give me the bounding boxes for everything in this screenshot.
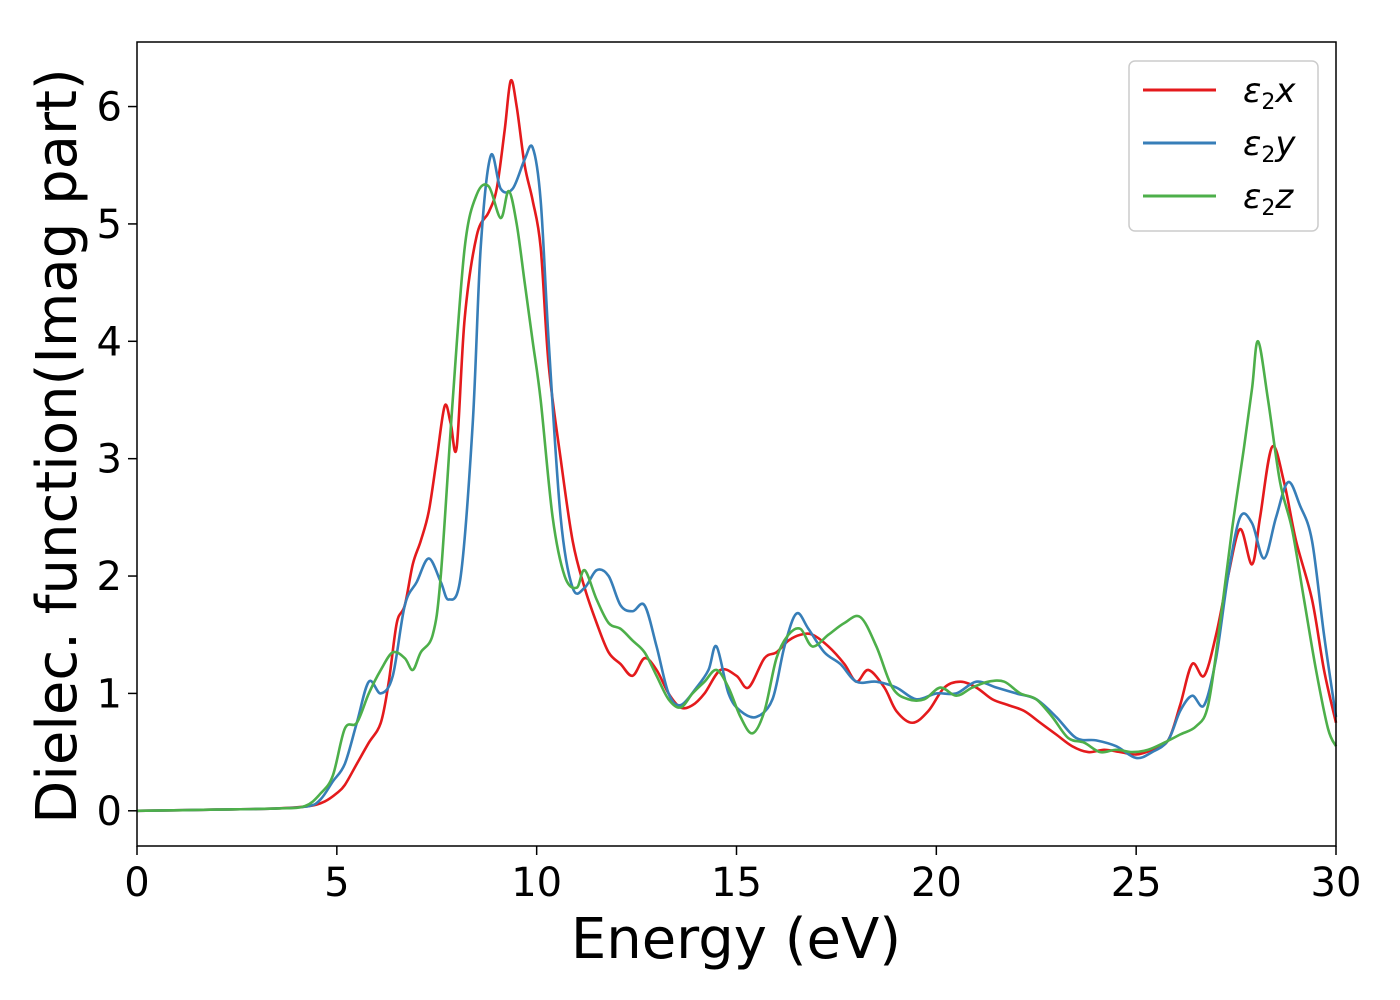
x-tick-label: 10 — [511, 860, 562, 906]
x-axis: 0 5 10 15 20 25 30 — [124, 846, 1361, 906]
y-tick-label: 2 — [97, 554, 122, 600]
x-tick-label: 15 — [711, 860, 762, 906]
x-tick-label: 25 — [1111, 860, 1162, 906]
series-line-y — [136, 144, 1338, 813]
x-tick-label: 5 — [324, 860, 349, 906]
legend-label-x: ε2x — [1243, 71, 1296, 115]
series-line-z — [136, 183, 1338, 813]
legend: ε2x ε2y ε2z — [1128, 60, 1319, 232]
y-tick-label: 5 — [97, 202, 122, 248]
y-tick-label: 3 — [97, 437, 122, 483]
x-tick-label: 30 — [1311, 860, 1362, 906]
y-axis-title: Dielec. function(Imag part) — [25, 68, 90, 824]
legend-label-z: ε2z — [1243, 177, 1294, 221]
y-tick-label: 6 — [97, 85, 122, 131]
legend-box — [1128, 60, 1319, 232]
series-line-x — [136, 78, 1338, 813]
y-tick-label: 1 — [97, 671, 122, 717]
series-layer — [136, 78, 1338, 813]
y-tick-label: 0 — [97, 789, 122, 835]
x-tick-label: 0 — [124, 860, 149, 906]
y-axis: 0 1 2 3 4 5 6 — [97, 85, 137, 835]
legend-label-y: ε2y — [1243, 124, 1296, 168]
y-tick-label: 4 — [97, 319, 122, 365]
x-tick-label: 20 — [911, 860, 962, 906]
x-axis-title: Energy (eV) — [571, 907, 901, 972]
